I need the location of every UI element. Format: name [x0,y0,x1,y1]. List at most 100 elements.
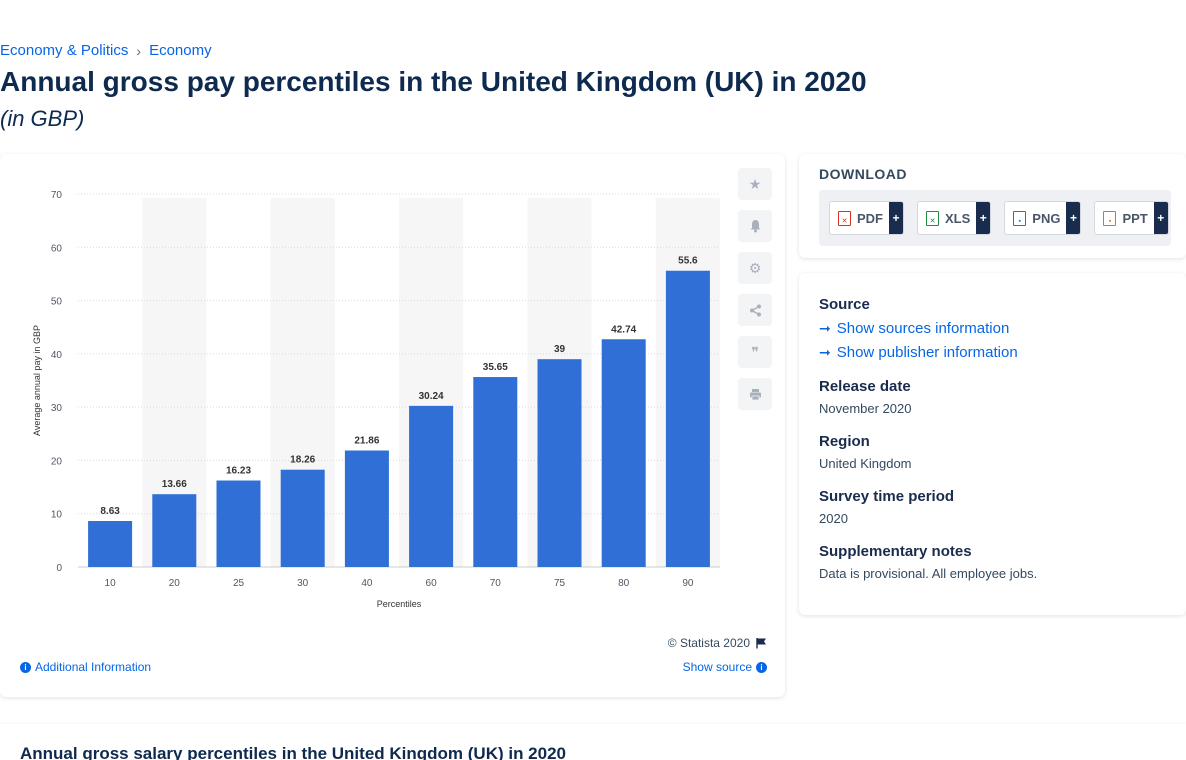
breadcrumb-separator: › [136,42,142,59]
x-tick-label: 30 [297,578,309,589]
statistic-info-card: Source ➞ Show sources information ➞ Show… [799,273,1186,615]
show-publisher-label: Show publisher information [836,344,1018,361]
plus-icon: + [889,202,903,234]
bar-value-label: 18.26 [290,455,315,466]
additional-information-label: Additional Information [35,660,152,674]
bar [216,480,261,567]
x-tick-label: 70 [490,578,502,589]
bar-value-label: 55.6 [678,256,698,267]
download-pdf-button[interactable]: ✕ PDF + [829,201,904,235]
related-statistic-card: Annual gross salary percentiles in the U… [0,724,1186,760]
y-axis-title: Average annual pay in GBP [32,325,42,436]
print-icon[interactable] [738,378,772,410]
png-file-icon: ▪ [1013,210,1027,226]
favorite-star-icon[interactable]: ★ [738,168,772,200]
bar-value-label: 13.66 [162,479,187,490]
bar-value-label: 35.65 [483,362,508,373]
chart-tools: ★ ⚙ ❞ [738,168,772,410]
y-tick-label: 30 [51,403,63,414]
source-heading: Source [819,296,870,313]
x-tick-label: 60 [426,578,438,589]
release-date-heading: Release date [819,378,911,395]
breadcrumb-link-economy[interactable]: Economy [149,42,212,59]
download-ppt-button[interactable]: ▪ PPT + [1094,201,1169,235]
xls-label: XLS [945,210,971,226]
x-tick-label: 40 [361,578,373,589]
bar [537,359,582,567]
y-tick-label: 70 [51,190,63,201]
pdf-file-icon: ✕ [838,210,851,226]
breadcrumb-link-economy-politics[interactable]: Economy & Politics [0,42,129,59]
ppt-file-icon: ▪ [1103,210,1117,226]
info-icon: i [20,661,31,673]
x-tick-label: 10 [105,578,117,589]
quote-cite-icon[interactable]: ❞ [738,336,772,368]
page-subtitle: (in GBP) [0,106,85,131]
region-heading: Region [819,433,870,450]
related-statistic-title[interactable]: Annual gross salary percentiles in the U… [20,744,567,760]
region-value: United Kingdom [819,456,912,471]
share-icon[interactable] [738,294,772,326]
x-tick-label: 80 [618,578,630,589]
show-publisher-link[interactable]: ➞ Show publisher information [819,344,1018,361]
x-tick-label: 25 [233,578,245,589]
show-sources-link[interactable]: ➞ Show sources information [819,320,1009,337]
bar [152,494,197,567]
bar-value-label: 21.86 [354,436,379,447]
bar [344,450,389,567]
info-icon: i [756,661,767,673]
copyright-text: © Statista 2020 [667,636,750,650]
pdf-label: PDF [857,210,883,226]
xls-file-icon: ✕ [926,210,939,226]
bar [601,339,646,567]
bar-value-label: 39 [554,344,566,355]
bar-value-label: 16.23 [226,466,251,477]
release-date-value: November 2020 [819,401,912,416]
y-tick-label: 0 [56,563,62,574]
y-tick-label: 10 [51,510,63,521]
download-title: DOWNLOAD [819,166,907,182]
show-source-link[interactable]: Show source i [683,660,767,674]
plus-icon: + [976,202,991,234]
supplementary-notes-value: Data is provisional. All employee jobs. [819,566,1038,581]
bar [409,405,454,567]
bar-chart: 0 10 20 30 40 50 60 70 8.63 10 13.66 20 16.23 25 18.26… [32,190,720,609]
plus-icon: + [1153,202,1168,234]
chart-card: 0 10 20 30 40 50 60 70 8.63 10 13.66 20 16.23 25 18.26… [0,154,785,697]
png-label: PNG [1032,210,1061,226]
breadcrumb: Economy & Politics › Economy [0,42,212,59]
bar-value-label: 8.63 [100,506,120,517]
bar [665,270,710,567]
show-sources-label: Show sources information [836,320,1010,337]
chart-copyright: © Statista 2020 [668,636,767,650]
flag-icon[interactable] [756,637,767,649]
download-buttons: ✕ PDF + ✕ XLS + ▪ PNG + ▪ PPT + [819,190,1171,246]
download-card: DOWNLOAD ✕ PDF + ✕ XLS + ▪ PNG + ▪ [799,154,1186,258]
bar [88,521,133,567]
y-tick-label: 60 [51,243,63,254]
arrow-right-icon: ➞ [819,320,831,336]
survey-period-value: 2020 [819,511,848,526]
notification-bell-icon[interactable] [738,210,772,242]
bar-value-label: 30.24 [419,391,444,402]
plus-icon: + [1066,202,1081,234]
x-axis-title: Percentiles [377,599,422,609]
x-tick-label: 75 [554,578,566,589]
survey-period-heading: Survey time period [819,488,955,505]
y-tick-label: 50 [51,297,63,308]
settings-gear-icon[interactable]: ⚙ [738,252,772,284]
x-tick-label: 90 [682,578,694,589]
page-title: Annual gross pay percentiles in the Unit… [0,66,867,97]
supplementary-notes-heading: Supplementary notes [819,543,972,560]
bar [473,377,518,567]
arrow-right-icon: ➞ [819,344,831,360]
show-source-label: Show source [682,660,752,674]
additional-information-link[interactable]: i Additional Information [20,660,151,674]
download-xls-button[interactable]: ✕ XLS + [917,201,992,235]
x-tick-label: 20 [169,578,181,589]
y-tick-label: 20 [51,456,63,467]
ppt-label: PPT [1122,210,1148,226]
bar-value-label: 42.74 [611,324,636,335]
y-tick-label: 40 [51,350,63,361]
download-png-button[interactable]: ▪ PNG + [1004,201,1082,235]
